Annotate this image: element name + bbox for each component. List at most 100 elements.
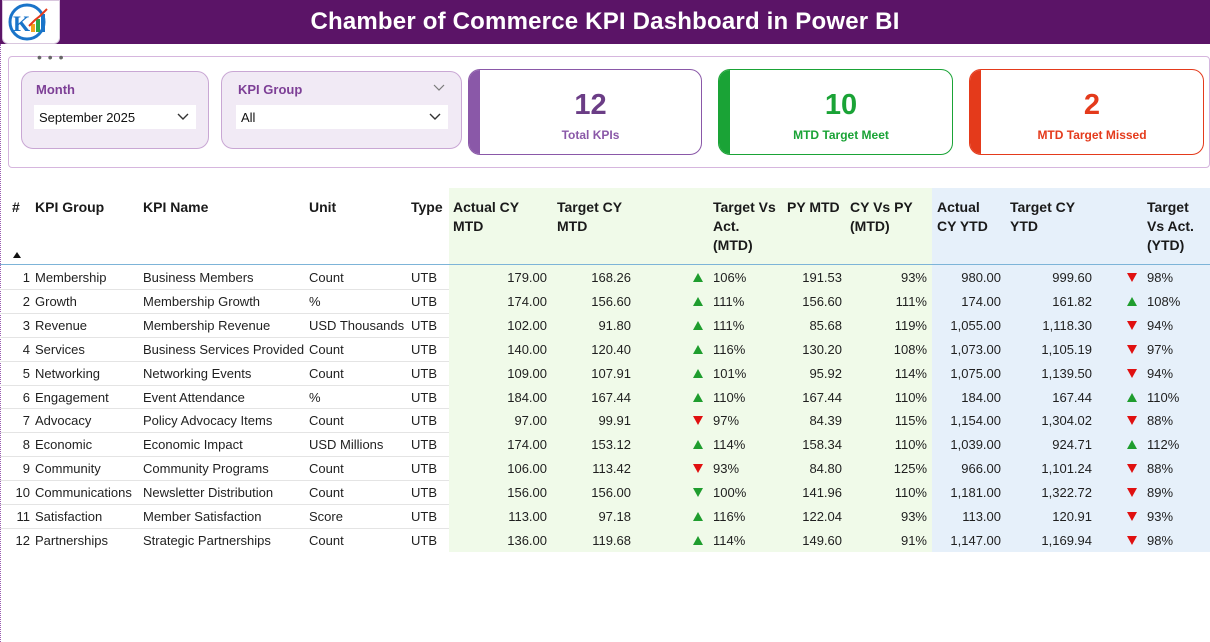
cell-act-mtd: 113.00	[508, 509, 547, 524]
table-row[interactable]: 2 Growth Membership Growth% UTB 174.00 156.60…	[0, 289, 1210, 313]
card-value: 10	[824, 89, 858, 121]
table-row[interactable]: 3 Revenue Membership Revenue USD Thousands U…	[0, 313, 1210, 337]
cell-tva-mtd: 106%	[713, 270, 747, 285]
cell-type: UTB	[411, 485, 437, 500]
cell-tgt-mtd: 97.18	[598, 509, 631, 524]
total-kpis-card: 12 Total KPIs	[468, 69, 702, 155]
card-stripe	[970, 70, 981, 154]
header-num[interactable]: #	[12, 199, 20, 215]
header-actual-cy-ytd[interactable]: Actual CY YTD	[937, 198, 988, 236]
status-up-icon	[693, 440, 703, 449]
kpi-group-slicer[interactable]: KPI Group All	[221, 71, 462, 149]
status-down-icon	[1127, 369, 1137, 378]
cell-group: Community	[35, 461, 101, 476]
cell-name: Business Members	[143, 270, 254, 285]
more-options-icon[interactable]: • • •	[37, 49, 65, 65]
header-line: (MTD)	[850, 218, 890, 234]
cell-cyvpy: 110%	[894, 390, 927, 405]
table-row[interactable]: 5 Networking Networking Events Count UTB 109.…	[0, 361, 1210, 385]
status-up-icon	[693, 297, 703, 306]
cell-tgt-ytd: 1,304.02	[1041, 413, 1092, 428]
table-row[interactable]: 10 Communications Newsletter Distribution C…	[0, 480, 1210, 504]
cell-tva-ytd: 88%	[1147, 413, 1174, 428]
table-row[interactable]: 6 Engagement Event Attendance% UTB 184.00 167…	[0, 385, 1210, 409]
collapse-chevron-icon[interactable]	[433, 82, 445, 94]
cell-py-mtd: 167.44	[802, 390, 842, 405]
cell-n: 10	[15, 485, 30, 500]
row-divider	[0, 385, 449, 386]
page-title: Chamber of Commerce KPI Dashboard in Pow…	[310, 8, 900, 35]
table-row[interactable]: 11 Satisfaction Member Satisfaction Score UT…	[0, 504, 1210, 528]
status-up-icon	[693, 393, 703, 402]
header-type[interactable]: Type	[411, 199, 443, 215]
cell-cyvpy: 110%	[894, 485, 927, 500]
cell-py-mtd: 95.92	[809, 366, 842, 381]
table-row[interactable]: 12 Partnerships Strategic Partnerships Coun…	[0, 528, 1210, 552]
header-line: (MTD)	[713, 237, 753, 253]
month-slicer[interactable]: Month September 2025	[21, 71, 209, 149]
header-target-vs-act-mtd[interactable]: Target Vs Act. (MTD)	[713, 198, 776, 255]
header-line: MTD	[557, 218, 588, 234]
table-row[interactable]: 4 Services Business Services Provided Count…	[0, 337, 1210, 361]
table-row[interactable]: 9 Community Community Programs Count UTB 106.…	[0, 456, 1210, 480]
table-row[interactable]: 1 Membership Business Members Count UTB 179.0…	[0, 265, 1210, 289]
cell-tva-mtd: 116%	[713, 342, 746, 357]
cell-n: 5	[22, 366, 30, 381]
cell-n: 11	[16, 509, 31, 524]
sort-ascending-icon[interactable]	[13, 252, 21, 258]
cell-unit: Count	[309, 366, 344, 381]
header-py-mtd[interactable]: PY MTD	[787, 199, 840, 215]
cell-act-ytd: 1,073.00	[950, 342, 1001, 357]
status-down-icon	[1127, 464, 1137, 473]
card-stripe	[719, 70, 730, 154]
cell-cyvpy: 119%	[894, 318, 927, 333]
cell-act-mtd: 97.00	[514, 413, 547, 428]
cell-tva-mtd: 111%	[713, 318, 745, 333]
table-row[interactable]: 7 Advocacy Policy Advocacy Items Count UTB 97…	[0, 408, 1210, 432]
table-row[interactable]: 8 Economic Economic Impact USD Millions UTB 1…	[0, 432, 1210, 456]
cell-unit: USD Millions	[309, 437, 384, 452]
cell-n: 3	[22, 318, 30, 333]
cell-tva-mtd: 114%	[713, 533, 746, 548]
cell-name: Membership Growth	[143, 294, 261, 309]
status-up-icon	[1127, 297, 1137, 306]
header-cy-vs-py-mtd[interactable]: CY Vs PY (MTD)	[850, 198, 913, 236]
header-unit[interactable]: Unit	[309, 199, 337, 215]
mtd-target-missed-card: 2 MTD Target Missed	[969, 69, 1204, 155]
cell-act-mtd: 184.00	[507, 390, 547, 405]
mtd-target-meet-card: 10 MTD Target Meet	[718, 69, 953, 155]
header-target-cy-mtd[interactable]: Target CY MTD	[557, 198, 622, 236]
header-target-vs-act-ytd[interactable]: Target Vs Act. (YTD)	[1147, 198, 1194, 255]
cell-tgt-mtd: 107.91	[591, 366, 631, 381]
header-line: Target Vs	[713, 199, 776, 215]
cell-cyvpy: 115%	[894, 413, 927, 428]
header-actual-cy-mtd[interactable]: Actual CY MTD	[453, 198, 519, 236]
cell-tgt-ytd: 1,169.94	[1041, 533, 1092, 548]
status-down-icon	[1127, 416, 1137, 425]
month-selected-value: September 2025	[39, 109, 136, 125]
header-target-cy-ytd[interactable]: Target CY YTD	[1010, 198, 1075, 236]
header-line: Target	[1147, 199, 1189, 215]
cell-tgt-ytd: 1,118.30	[1042, 318, 1092, 333]
card-label: MTD Target Missed	[1037, 128, 1147, 142]
header-kpi-name[interactable]: KPI Name	[143, 199, 209, 215]
month-dropdown[interactable]: September 2025	[34, 105, 196, 129]
title-bar: Chamber of Commerce KPI Dashboard in Pow…	[0, 0, 1210, 44]
status-down-icon	[1127, 273, 1137, 282]
cell-n: 1	[22, 270, 30, 285]
row-divider	[0, 504, 449, 505]
chevron-down-icon[interactable]	[176, 110, 190, 124]
cell-tva-mtd: 97%	[713, 413, 740, 428]
cell-tgt-mtd: 113.42	[592, 461, 631, 476]
cell-group: Engagement	[35, 390, 109, 405]
cell-name: Economic Impact	[143, 437, 243, 452]
kpi-group-dropdown[interactable]: All	[236, 105, 448, 129]
cell-type: UTB	[411, 366, 437, 381]
cell-group: Partnerships	[35, 533, 108, 548]
status-up-icon	[693, 512, 703, 521]
cell-act-ytd: 174.00	[961, 294, 1001, 309]
header-kpi-group[interactable]: KPI Group	[35, 199, 105, 215]
cell-act-ytd: 184.00	[961, 390, 1001, 405]
chevron-down-icon[interactable]	[428, 110, 442, 124]
